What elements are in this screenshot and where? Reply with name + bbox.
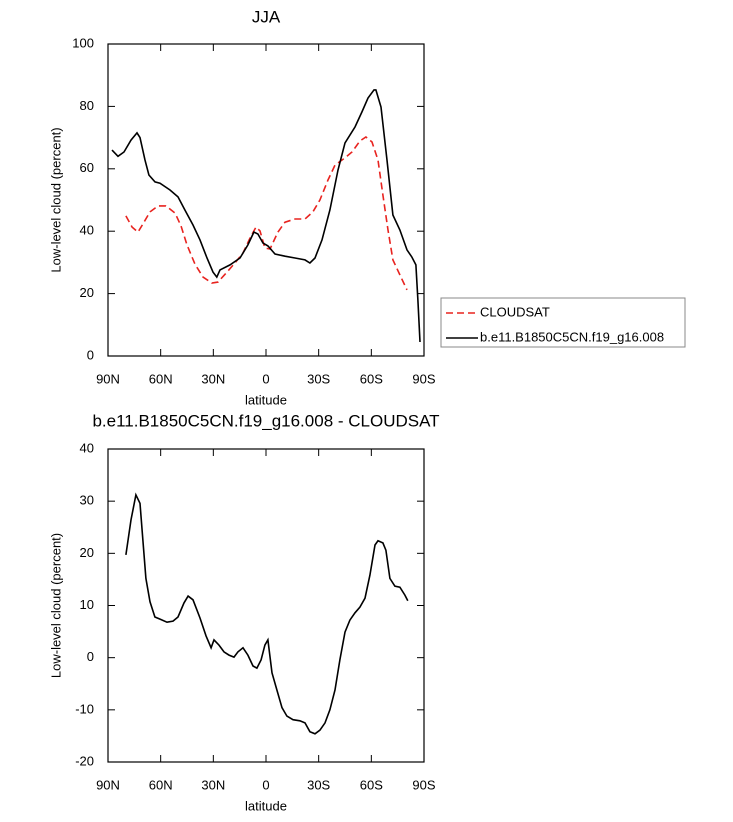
chart-title: JJA (252, 7, 281, 26)
x-tick-label: 30N (201, 777, 225, 792)
x-tick-label: 90S (412, 777, 435, 792)
x-tick-label: 90N (96, 777, 120, 792)
x-tick-label: 30S (307, 777, 330, 792)
legend-label: b.e11.B1850C5CN.f19_g16.008 (480, 329, 664, 344)
y-tick-label: 30 (80, 493, 94, 508)
plot-frame (107, 448, 425, 763)
x-tick-label: 30S (307, 371, 330, 386)
x-tick-label: 60S (360, 371, 383, 386)
y-tick-label: 40 (80, 223, 94, 238)
x-tick-label: 30N (201, 371, 225, 386)
y-tick-label: 40 (80, 440, 94, 455)
data-line (125, 136, 408, 291)
y-tick-label: 0 (87, 347, 94, 362)
x-tick-label: 60N (149, 777, 173, 792)
data-line (125, 492, 409, 735)
y-tick-label: 100 (72, 35, 94, 50)
x-tick-label: 60N (149, 371, 173, 386)
y-tick-label: -20 (75, 753, 94, 768)
x-tick-label: 90S (412, 371, 435, 386)
x-tick-label: 0 (262, 371, 269, 386)
legend-box (440, 297, 686, 348)
y-tick-label: 60 (80, 160, 94, 175)
y-tick-label: 20 (80, 545, 94, 560)
y-tick-label: 0 (87, 649, 94, 664)
legend-label: CLOUDSAT (480, 304, 550, 319)
data-line (111, 89, 421, 343)
y-axis-label: Low-level cloud (percent) (48, 533, 63, 678)
x-axis-label: latitude (245, 798, 287, 813)
y-tick-label: -10 (75, 701, 94, 716)
x-axis-label: latitude (245, 392, 287, 407)
x-tick-label: 60S (360, 777, 383, 792)
y-axis-label: Low-level cloud (percent) (48, 127, 63, 272)
x-tick-label: 90N (96, 371, 120, 386)
plot-frame (107, 43, 425, 357)
y-tick-label: 80 (80, 98, 94, 113)
y-tick-label: 20 (80, 285, 94, 300)
chart-title: b.e11.B1850C5CN.f19_g16.008 - CLOUDSAT (92, 411, 439, 430)
y-tick-label: 10 (80, 597, 94, 612)
x-tick-label: 0 (262, 777, 269, 792)
